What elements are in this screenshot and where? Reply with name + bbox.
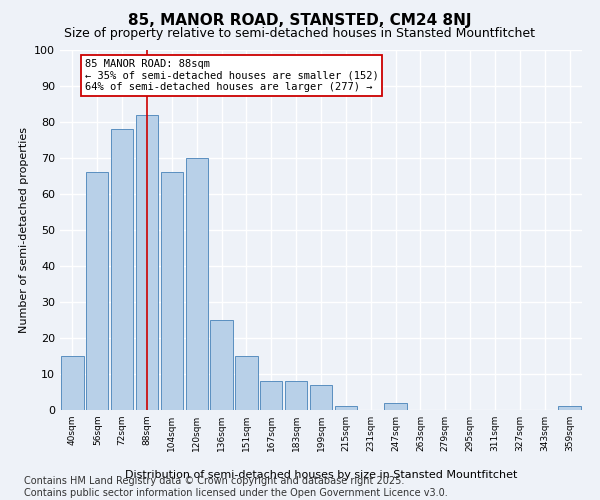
Bar <box>185 158 208 410</box>
Text: Size of property relative to semi-detached houses in Stansted Mountfitchet: Size of property relative to semi-detach… <box>65 28 536 40</box>
Bar <box>385 403 407 410</box>
Text: 85 MANOR ROAD: 88sqm
← 35% of semi-detached houses are smaller (152)
64% of semi: 85 MANOR ROAD: 88sqm ← 35% of semi-detac… <box>85 59 379 92</box>
Bar <box>136 115 158 410</box>
Bar <box>310 385 332 410</box>
Bar <box>211 320 233 410</box>
Bar <box>86 172 109 410</box>
Y-axis label: Number of semi-detached properties: Number of semi-detached properties <box>19 127 29 333</box>
Bar <box>559 406 581 410</box>
Bar <box>335 406 357 410</box>
Bar <box>260 381 283 410</box>
Bar <box>235 356 257 410</box>
Bar <box>285 381 307 410</box>
Bar <box>61 356 83 410</box>
Bar <box>111 129 133 410</box>
Bar <box>161 172 183 410</box>
Text: 85, MANOR ROAD, STANSTED, CM24 8NJ: 85, MANOR ROAD, STANSTED, CM24 8NJ <box>128 12 472 28</box>
Text: Distribution of semi-detached houses by size in Stansted Mountfitchet: Distribution of semi-detached houses by … <box>125 470 517 480</box>
Text: Contains HM Land Registry data © Crown copyright and database right 2025.
Contai: Contains HM Land Registry data © Crown c… <box>24 476 448 498</box>
